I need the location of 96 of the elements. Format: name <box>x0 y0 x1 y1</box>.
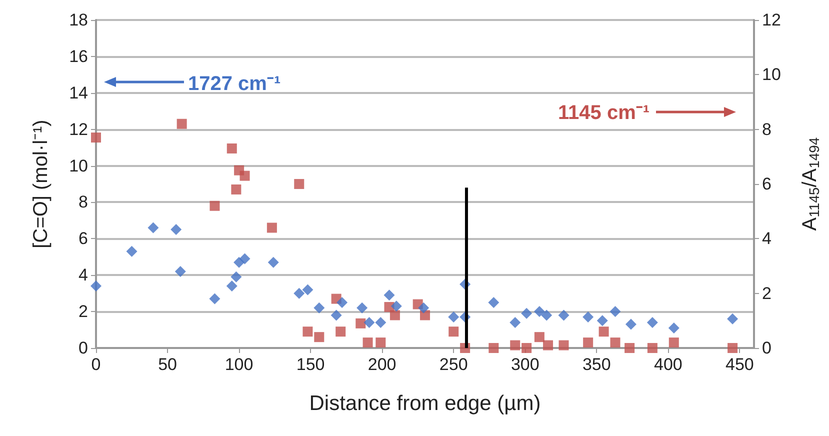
x-tick-label: 100 <box>224 355 254 374</box>
y-tick-label: 14 <box>69 83 88 102</box>
point <box>541 310 552 321</box>
x-tick-label: 350 <box>582 355 611 374</box>
point <box>390 310 400 320</box>
point <box>364 316 375 328</box>
point <box>330 310 342 321</box>
point <box>294 179 304 189</box>
point <box>610 338 620 348</box>
x-tick-label: 400 <box>654 355 682 374</box>
y2-tick-label: 10 <box>762 65 781 84</box>
point <box>418 302 430 314</box>
point <box>176 118 187 129</box>
point <box>543 340 554 350</box>
point <box>510 340 520 350</box>
point <box>384 290 395 301</box>
point <box>646 316 658 328</box>
point <box>521 308 532 319</box>
point <box>91 132 101 143</box>
point <box>336 296 348 308</box>
point <box>356 318 366 328</box>
y2-axis-title: A1145/A1494 <box>799 137 822 231</box>
point <box>266 222 277 233</box>
x-tick-label: 300 <box>510 355 540 374</box>
point <box>558 340 569 350</box>
point <box>522 343 532 353</box>
point <box>239 253 250 264</box>
point <box>226 143 237 154</box>
y2-tick-label: 6 <box>762 174 772 194</box>
y2-tick-label: 2 <box>762 284 772 303</box>
y-tick-label: 16 <box>69 46 88 66</box>
annotation: 1145 cm⁻¹ <box>558 101 650 126</box>
point <box>90 280 102 292</box>
y-tick-label: 2 <box>78 302 88 322</box>
point <box>668 338 679 348</box>
point <box>356 302 368 314</box>
point <box>598 326 609 337</box>
point <box>231 184 242 194</box>
point <box>302 326 313 337</box>
x-tick-label: 150 <box>296 355 325 374</box>
point <box>174 266 186 277</box>
point <box>510 316 521 328</box>
point <box>148 222 159 234</box>
x-tick-label: 50 <box>158 355 177 374</box>
y2-tick-label: 8 <box>762 120 772 139</box>
point <box>582 312 594 323</box>
point <box>376 338 386 348</box>
y-tick-label: 8 <box>78 192 88 212</box>
point <box>226 280 238 292</box>
y-tick-label: 0 <box>78 338 88 358</box>
point <box>240 170 250 181</box>
point <box>488 343 499 353</box>
x-tick-label: 250 <box>439 355 468 374</box>
point <box>170 224 182 236</box>
point <box>534 306 545 318</box>
y-tick-label: 18 <box>69 10 88 30</box>
point <box>558 310 570 321</box>
point <box>390 300 402 312</box>
y2-tick-label: 12 <box>762 10 781 30</box>
y2-tick-label: 0 <box>762 338 772 358</box>
annotation: 1727 cm⁻¹ <box>188 72 281 96</box>
x-tick-label: 200 <box>368 355 396 374</box>
point <box>624 343 635 353</box>
x-axis-title: Distance from edge (µm) <box>309 392 541 415</box>
point <box>534 332 544 342</box>
point <box>209 293 220 304</box>
point <box>488 296 500 308</box>
y2-tick-label: 4 <box>762 229 772 248</box>
point <box>314 302 325 314</box>
point <box>210 200 220 211</box>
point <box>362 338 373 348</box>
point <box>727 313 738 324</box>
point <box>448 326 459 337</box>
point <box>314 332 324 342</box>
point <box>596 315 608 326</box>
x-tick-label: 450 <box>726 355 754 374</box>
point <box>610 306 621 318</box>
point <box>625 318 636 330</box>
point <box>668 322 680 334</box>
point <box>230 271 242 282</box>
point <box>448 312 460 323</box>
point <box>728 343 738 353</box>
point <box>583 338 594 348</box>
y-axis-title: [C=O] (mol·l⁻¹) <box>30 120 52 248</box>
y-tick-label: 12 <box>69 120 88 139</box>
x-tick-label: 0 <box>91 355 101 374</box>
y-tick-label: 6 <box>78 229 88 248</box>
point <box>647 343 658 353</box>
point <box>126 246 138 257</box>
point <box>268 256 279 268</box>
point <box>336 326 346 337</box>
y-tick-label: 4 <box>78 266 88 285</box>
point <box>294 288 305 299</box>
y-tick-label: 10 <box>69 156 88 176</box>
point <box>375 316 386 328</box>
point <box>302 284 314 296</box>
